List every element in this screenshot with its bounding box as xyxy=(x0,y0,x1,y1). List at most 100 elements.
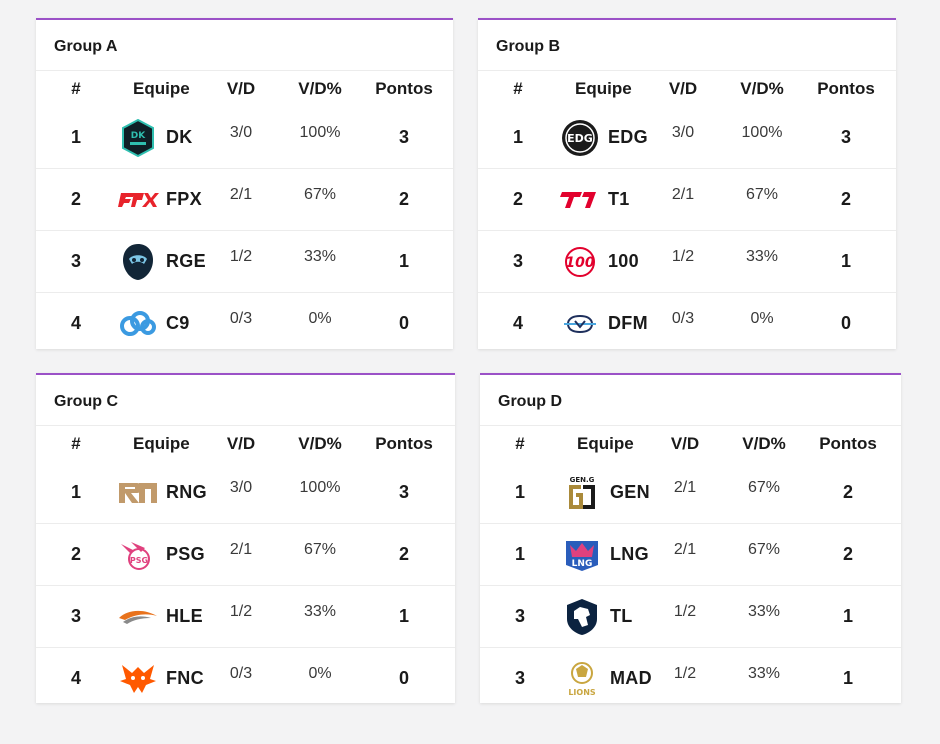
pct-cell: 67% xyxy=(271,186,369,209)
table-header: # Equipe V/D V/D% Pontos xyxy=(480,426,901,462)
team-name: DK xyxy=(166,127,193,147)
fnc-logo-icon xyxy=(116,659,160,699)
points-cell: 1 xyxy=(398,251,409,271)
wl-cell-value: 1/2 xyxy=(673,602,697,620)
wl-cell: 2/1 xyxy=(655,541,715,564)
wl-cell: 3/0 xyxy=(211,124,271,147)
team-name: EDG xyxy=(608,127,648,147)
wl-cell: 2/1 xyxy=(655,479,715,502)
svg-text:DK: DK xyxy=(131,131,146,141)
pct-cell-value: 67% xyxy=(745,185,779,203)
tl-logo-icon xyxy=(560,597,604,637)
team-cell[interactable]: 100 100 xyxy=(558,242,653,282)
points-cell: 2 xyxy=(840,189,851,209)
group-card-a: Group A # Equipe V/D V/D% Pontos 1 DK DK 3/0 100% 3… xyxy=(36,18,453,349)
team-cell[interactable]: PSG PSG xyxy=(116,535,211,575)
pct-cell: 0% xyxy=(713,310,811,333)
pct-cell-value: 100% xyxy=(299,478,341,496)
col-header-rank: # xyxy=(513,79,523,98)
team-cell[interactable]: GEN.G GEN xyxy=(560,473,655,513)
pct-cell: 0% xyxy=(271,665,369,688)
wl-cell: 1/2 xyxy=(655,665,715,688)
points-cell: 0 xyxy=(398,313,409,333)
wl-cell-value: 1/2 xyxy=(673,664,697,682)
team-name: RNG xyxy=(166,482,207,502)
table-row: 2 PSG PSG 2/1 67% 2 xyxy=(36,524,455,586)
points-cell: 1 xyxy=(398,606,409,626)
points-cell: 3 xyxy=(398,127,409,147)
pct-cell-value: 33% xyxy=(745,247,779,265)
team-name: DFM xyxy=(608,313,648,333)
svg-text:EDG: EDG xyxy=(567,132,593,145)
col-header-wl: V/D xyxy=(226,79,256,98)
team-name: 100 xyxy=(608,251,639,271)
table-row: 3 100 100 1/2 33% 1 xyxy=(478,231,896,293)
dk-logo-icon: DK xyxy=(116,118,160,158)
team-name: RGE xyxy=(166,251,206,271)
points-cell: 2 xyxy=(398,544,409,564)
wl-cell-value: 1/2 xyxy=(229,602,253,620)
team-name: T1 xyxy=(608,189,630,209)
table-header: # Equipe V/D V/D% Pontos xyxy=(478,71,896,107)
team-cell[interactable]: FNC xyxy=(116,659,211,699)
pct-cell: 33% xyxy=(715,603,813,626)
wl-cell: 0/3 xyxy=(211,310,271,333)
points-cell: 1 xyxy=(842,606,853,626)
group-title: Group D xyxy=(480,375,901,426)
wl-cell: 2/1 xyxy=(211,541,271,564)
wl-cell-value: 1/2 xyxy=(671,247,695,265)
col-header-pct: V/D% xyxy=(742,434,786,453)
gen-logo-text: GEN.G xyxy=(570,476,595,484)
wl-cell: 0/3 xyxy=(211,665,271,688)
team-name: FNC xyxy=(166,668,204,688)
team-name: C9 xyxy=(166,313,190,333)
team-cell[interactable]: DK DK xyxy=(116,118,211,158)
team-cell[interactable]: TL xyxy=(560,597,655,637)
rank-cell: 3 xyxy=(514,668,525,688)
rank-cell: 3 xyxy=(70,606,81,626)
rank-cell: 1 xyxy=(512,127,523,147)
team-cell[interactable]: RGE xyxy=(116,242,211,282)
group-card-b: Group B # Equipe V/D V/D% Pontos 1 EDG EDG 3/0 100… xyxy=(478,18,896,349)
team-cell[interactable]: C9 xyxy=(116,304,211,344)
team-cell[interactable]: EDG EDG xyxy=(558,118,653,158)
col-header-team: Equipe xyxy=(577,434,634,453)
team-cell[interactable]: LNG LNG xyxy=(560,535,655,575)
wl-cell-value: 3/0 xyxy=(229,123,253,141)
table-row: 1 GEN.G GEN 2/1 67% 2 xyxy=(480,462,901,524)
team-cell[interactable]: T1 xyxy=(558,180,653,220)
100-logo-icon: 100 xyxy=(558,242,602,282)
team-name: GEN xyxy=(610,482,650,502)
col-header-wl: V/D xyxy=(670,434,700,453)
team-cell[interactable]: FPX xyxy=(116,180,211,220)
team-cell[interactable]: HLE xyxy=(116,597,211,637)
team-cell[interactable]: LIONS MAD xyxy=(560,659,655,699)
pct-cell-value: 33% xyxy=(303,602,337,620)
rank-cell: 4 xyxy=(512,313,523,333)
col-header-pct: V/D% xyxy=(740,79,784,98)
wl-cell-value: 1/2 xyxy=(229,247,253,265)
pct-cell-value: 33% xyxy=(747,664,781,682)
rank-cell: 3 xyxy=(512,251,523,271)
table-row: 1 LNG LNG 2/1 67% 2 xyxy=(480,524,901,586)
rank-cell: 1 xyxy=(70,482,81,502)
pct-cell-value: 100% xyxy=(741,123,783,141)
col-header-team: Equipe xyxy=(133,79,190,98)
rank-cell: 4 xyxy=(70,668,81,688)
gen-logo-icon: GEN.G xyxy=(560,473,604,513)
pct-cell: 100% xyxy=(271,124,369,147)
wl-cell: 1/2 xyxy=(211,248,271,271)
team-cell[interactable]: RNG xyxy=(116,473,211,513)
team-cell[interactable]: DFM xyxy=(558,304,653,344)
pct-cell: 100% xyxy=(713,124,811,147)
col-header-wl: V/D xyxy=(668,79,698,98)
col-header-pct: V/D% xyxy=(298,434,342,453)
table-row: 3 RGE 1/2 33% 1 xyxy=(36,231,453,293)
hle-logo-icon xyxy=(116,597,160,637)
table-row: 4 C9 0/3 0% 0 xyxy=(36,293,453,354)
team-name: MAD xyxy=(610,668,652,688)
wl-cell: 2/1 xyxy=(653,186,713,209)
pct-cell: 67% xyxy=(271,541,369,564)
wl-cell: 1/2 xyxy=(211,603,271,626)
rank-cell: 2 xyxy=(70,544,81,564)
